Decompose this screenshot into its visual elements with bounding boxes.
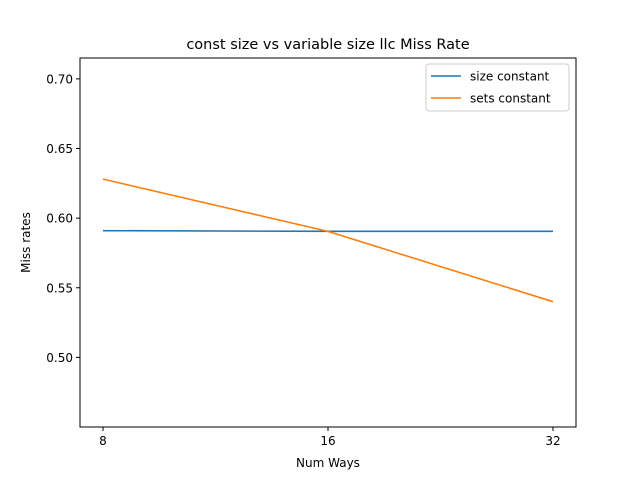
y-axis-label: Miss rates <box>19 212 33 273</box>
x-tick-label: 32 <box>545 434 560 448</box>
y-tick-label: 0.65 <box>46 142 73 156</box>
series-line-sets-constant <box>102 178 554 303</box>
y-tick-label: 0.70 <box>46 72 73 86</box>
legend-items: size constant sets constant <box>431 70 551 106</box>
y-tick-label: 0.60 <box>46 212 73 226</box>
y-tick-label: 0.55 <box>46 281 73 295</box>
x-axis-label: Num Ways <box>296 456 360 470</box>
legend-label: sets constant <box>470 92 551 106</box>
plot-area <box>79 57 577 428</box>
legend: size constant sets constant <box>425 63 570 112</box>
legend-label: size constant <box>470 70 550 84</box>
x-axis-ticks: 8 16 32 <box>99 427 561 448</box>
chart-title: const size vs variable size llc Miss Rat… <box>186 37 469 53</box>
x-tick-label: 8 <box>99 434 107 448</box>
y-tick-label: 0.50 <box>46 351 73 365</box>
legend-frame <box>425 63 570 112</box>
series-lines <box>102 178 554 303</box>
y-axis-ticks: 0.50 0.55 0.60 0.65 0.70 <box>46 72 80 365</box>
x-tick-label: 16 <box>320 434 335 448</box>
